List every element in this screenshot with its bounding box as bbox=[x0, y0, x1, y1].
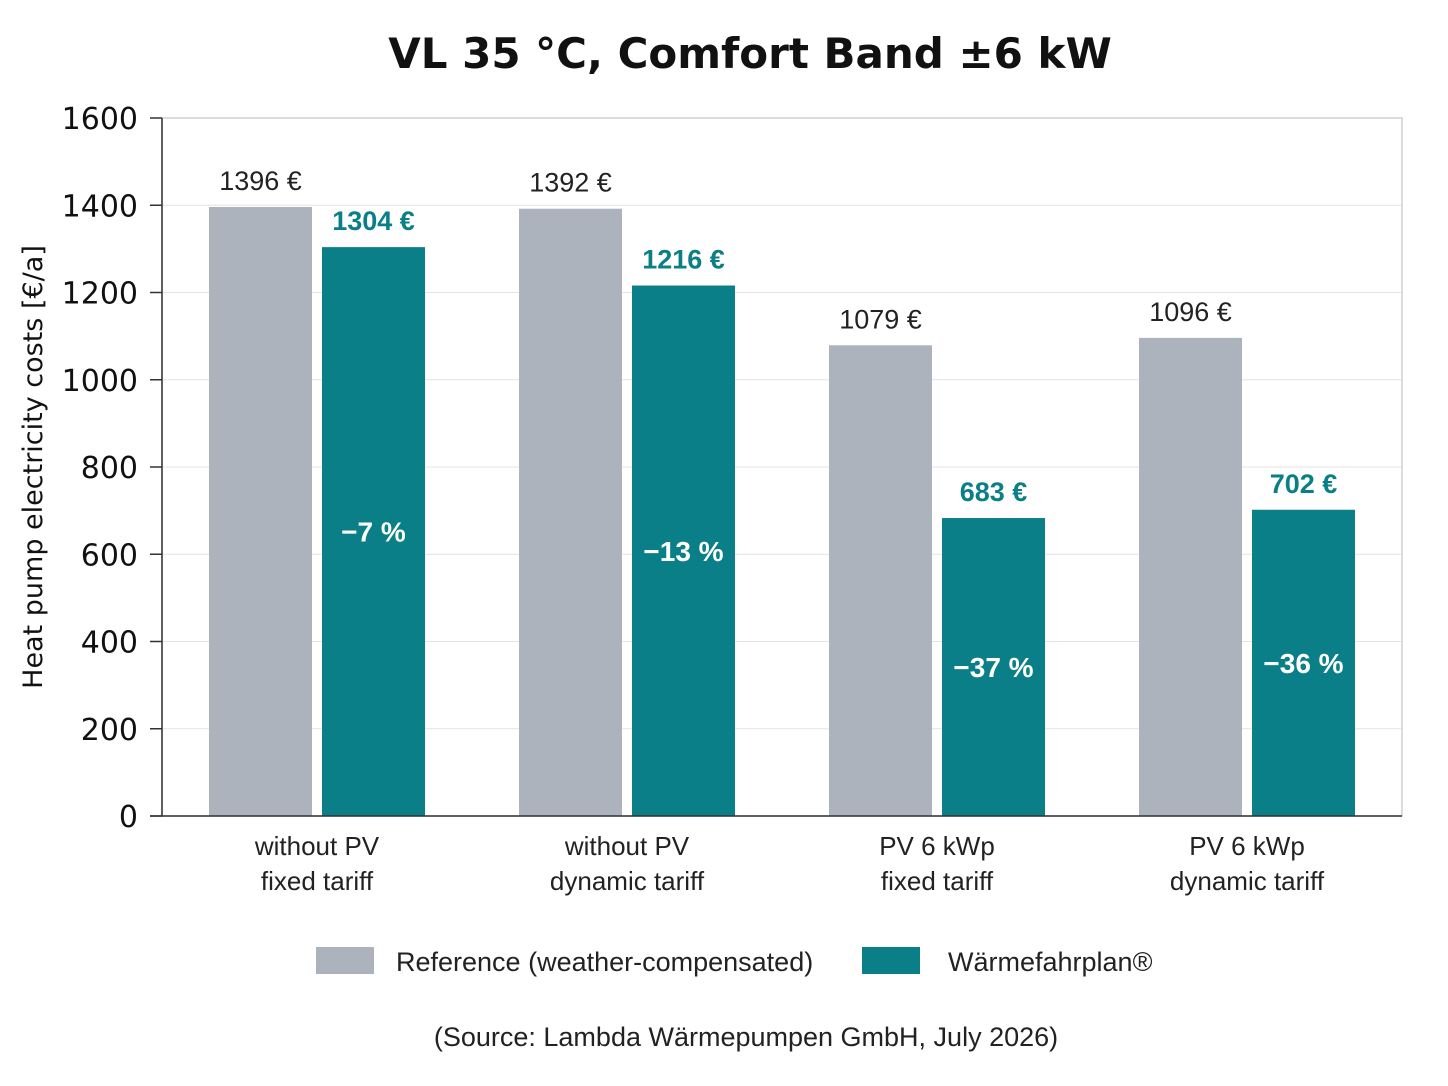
bar-reference bbox=[1139, 337, 1242, 816]
x-category-label: without PV bbox=[254, 831, 380, 861]
data-label-reference: 1392 € bbox=[529, 168, 612, 198]
change-label: −7 % bbox=[341, 517, 406, 548]
x-category-label: fixed tariff bbox=[261, 866, 374, 896]
source-note: (Source: Lambda Wärmepumpen GmbH, July 2… bbox=[434, 1022, 1058, 1052]
data-label-waermefahrplan: 1304 € bbox=[332, 206, 415, 236]
data-label-reference: 1096 € bbox=[1149, 297, 1232, 327]
y-tick-label: 800 bbox=[81, 451, 138, 486]
x-category-label: without PV bbox=[564, 831, 690, 861]
bar-reference bbox=[519, 208, 622, 817]
y-tick-label: 1200 bbox=[62, 277, 138, 312]
legend-label-waermefahrplan: Wärmefahrplan® bbox=[948, 947, 1153, 977]
x-category-label: fixed tariff bbox=[881, 866, 994, 896]
x-axis: without PV fixed tariff without PV dynamic … bbox=[150, 815, 1402, 896]
y-tick-label: 1000 bbox=[62, 364, 138, 399]
legend-swatch-waermefahrplan bbox=[862, 947, 920, 974]
bar-reference bbox=[829, 345, 932, 816]
change-label: −13 % bbox=[643, 536, 723, 567]
bar-waermefahrplan bbox=[632, 285, 735, 816]
y-tick-label: 1400 bbox=[62, 189, 138, 224]
bar-reference bbox=[209, 206, 312, 816]
y-tick-label: 1600 bbox=[62, 102, 138, 137]
x-category-label: dynamic tariff bbox=[550, 866, 705, 896]
y-tick-label: 200 bbox=[81, 713, 138, 748]
chart-title: VL 35 °C, Comfort Band ±6 kW bbox=[388, 29, 1112, 78]
bar-waermefahrplan bbox=[322, 247, 425, 816]
legend-label-reference: Reference (weather-compensated) bbox=[396, 947, 813, 977]
x-category-label: dynamic tariff bbox=[1170, 866, 1325, 896]
change-label: −36 % bbox=[1263, 648, 1343, 679]
x-category-label: PV 6 kWp bbox=[1189, 831, 1305, 861]
data-label-reference: 1079 € bbox=[839, 304, 922, 334]
change-label: −37 % bbox=[953, 652, 1033, 683]
bar-waermefahrplan bbox=[942, 518, 1045, 816]
y-tick-label: 400 bbox=[81, 626, 138, 661]
x-category-label: PV 6 kWp bbox=[879, 831, 995, 861]
y-axis: 0 200 400 600 800 1000 1200 1400 1600 bbox=[62, 102, 163, 835]
data-label-waermefahrplan: 1216 € bbox=[642, 245, 725, 275]
data-labels: 1396 € 1304 € −7 % 1392 € 1216 € −13 % 1079 € 6… bbox=[219, 166, 1343, 683]
data-label-waermefahrplan: 702 € bbox=[1270, 469, 1338, 499]
y-tick-label: 0 bbox=[119, 800, 138, 835]
data-label-reference: 1396 € bbox=[219, 166, 302, 196]
legend: Reference (weather-compensated) Wärmefah… bbox=[316, 947, 1153, 977]
data-label-waermefahrplan: 683 € bbox=[960, 477, 1028, 507]
y-tick-label: 600 bbox=[81, 538, 138, 573]
bars bbox=[209, 206, 1355, 817]
legend-swatch-reference bbox=[316, 947, 374, 974]
y-axis-label: Heat pump electricity costs [€/a] bbox=[18, 245, 49, 689]
bar-waermefahrplan bbox=[1252, 509, 1355, 816]
